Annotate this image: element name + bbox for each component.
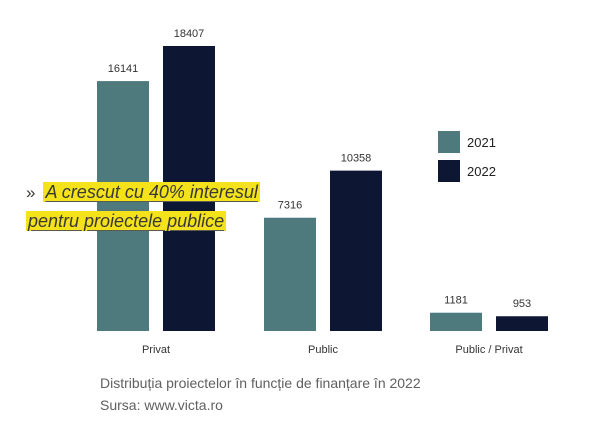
value-label-2021-0: 16141 xyxy=(108,63,139,75)
category-label-0: Privat xyxy=(142,344,170,356)
bar-2021-2 xyxy=(430,312,482,331)
value-label-2022-0: 18407 xyxy=(174,28,205,40)
value-label-2021-1: 7316 xyxy=(278,200,302,212)
legend-label-2022: 2022 xyxy=(467,164,496,179)
value-labels-group: 16141 18407 7316 10358 1181 953 xyxy=(108,28,531,310)
callout: » A crescut cu 40% interesul pentru proie… xyxy=(26,178,260,235)
category-labels-group: Privat Public Public / Privat xyxy=(142,344,523,356)
caption-source: Sursa: www.victa.ro xyxy=(100,397,223,413)
callout-line-2: pentru proiectele publice xyxy=(26,207,260,235)
callout-line-1: » A crescut cu 40% interesul xyxy=(26,178,260,207)
bar-2022-1 xyxy=(330,170,382,331)
legend-swatch-2021 xyxy=(438,131,460,153)
bar-2022-2 xyxy=(496,316,548,331)
value-label-2022-2: 953 xyxy=(513,298,531,310)
bar-2021-0 xyxy=(97,81,149,331)
callout-marker: » xyxy=(26,183,36,202)
value-label-2021-2: 1181 xyxy=(444,295,468,307)
category-label-2: Public / Privat xyxy=(455,344,522,356)
value-label-2022-1: 10358 xyxy=(341,153,372,165)
legend-swatch-2022 xyxy=(438,160,460,182)
legend: 2021 2022 xyxy=(438,131,496,182)
callout-text-1: A crescut cu 40% interesul xyxy=(43,182,260,202)
chart-caption: Distribuția proiectelor în funcție de fi… xyxy=(100,372,421,416)
category-label-1: Public xyxy=(308,344,338,356)
bar-2021-1 xyxy=(264,217,316,331)
callout-text-2: pentru proiectele publice xyxy=(26,211,227,231)
legend-label-2021: 2021 xyxy=(467,135,496,150)
caption-title: Distribuția proiectelor în funcție de fi… xyxy=(100,375,421,391)
